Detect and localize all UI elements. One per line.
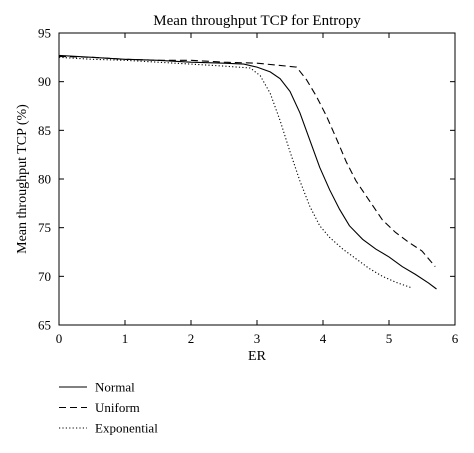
chart-title: Mean throughput TCP for Entropy [153,13,361,29]
series-line-exponential [58,56,413,289]
y-tick-label: 90 [38,74,51,89]
legend: Normal Uniform Exponential [59,380,158,436]
legend-label-exponential: Exponential [95,421,158,436]
x-tick-label: 1 [122,331,129,346]
x-tick-label: 0 [56,331,63,346]
y-tick-label: 85 [38,123,51,138]
y-axis-ticks: 65 70 75 80 85 90 95 [38,26,455,333]
legend-label-uniform: Uniform [95,400,140,415]
x-axis-ticks: 0 1 2 3 4 5 6 [56,33,459,346]
plot-area: 0 1 2 3 4 5 6 65 70 75 80 85 90 95 [38,26,459,347]
series-lines [58,54,437,290]
y-axis-label: Mean throughput TCP (%) [15,104,30,254]
x-tick-label: 6 [452,331,459,346]
legend-label-normal: Normal [95,380,135,395]
x-tick-label: 5 [386,331,393,346]
x-tick-label: 4 [320,331,327,346]
series-line-uniform [58,55,436,267]
x-axis-label: ER [248,349,267,364]
x-tick-label: 2 [188,331,195,346]
y-tick-label: 65 [38,318,51,333]
series-line-normal [58,54,437,290]
y-tick-label: 80 [38,172,51,187]
x-tick-label: 3 [254,331,261,346]
y-tick-label: 70 [38,269,51,284]
y-tick-label: 95 [38,26,51,41]
plot-frame [58,32,456,326]
y-tick-label: 75 [38,220,51,235]
